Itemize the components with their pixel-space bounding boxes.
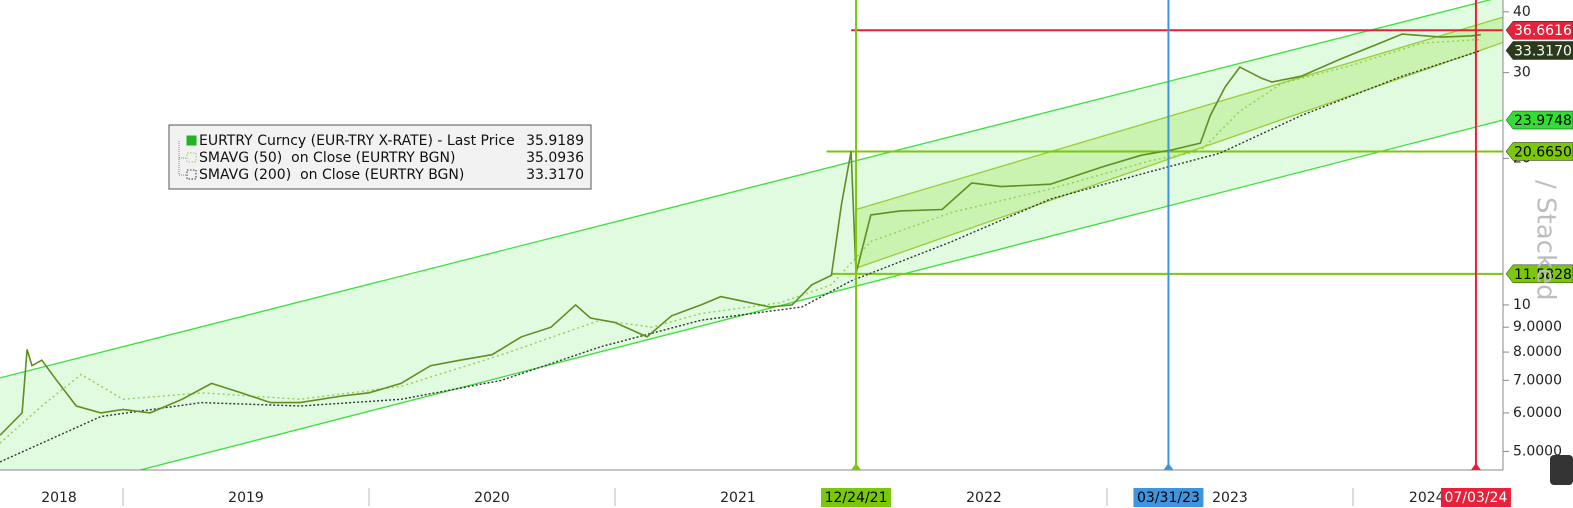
y-tick-label: 5.0000 — [1513, 443, 1562, 459]
axis-flag-label: 11.5828 — [1514, 267, 1572, 283]
legend-tree — [178, 141, 186, 176]
date-flag-label: 12/24/21 — [825, 490, 888, 506]
plot-area — [0, 0, 1503, 470]
x-tick-label: 2022 — [966, 490, 1002, 506]
y-tick-label: 40 — [1513, 4, 1531, 20]
x-tick-label: 2019 — [228, 490, 264, 506]
axis-flag — [1505, 142, 1573, 161]
axis-flag — [1505, 264, 1573, 284]
x-tick-label: 2020 — [474, 490, 510, 506]
series-line — [0, 33, 1481, 436]
legend-swatch — [186, 169, 197, 180]
y-tick-label: 7.0000 — [1513, 372, 1562, 388]
legend-label: SMAVG (50) on Close (EURTRY BGN) — [199, 150, 455, 166]
axes: 403020109.00008.00007.00006.00005.000020… — [41, 4, 1562, 506]
x-tick-label: 2024 — [1409, 490, 1445, 506]
axis-flag — [1505, 41, 1573, 60]
channel-fill — [0, 0, 1503, 470]
x-tick-label: 2023 — [1212, 490, 1248, 506]
channel-upper — [855, 16, 1503, 211]
y-tick-label: 9.0000 — [1513, 319, 1562, 335]
series-line — [0, 49, 1482, 463]
axis-flag-label: 33.3170 — [1514, 43, 1572, 59]
legend-value: 33.3170 — [526, 167, 584, 183]
channel-lower — [137, 119, 1503, 470]
channel-upper — [0, 0, 1492, 379]
axis-flag — [1505, 20, 1573, 40]
date-flag — [1440, 488, 1511, 507]
legend-value: 35.0936 — [526, 150, 584, 166]
series-line — [0, 38, 1481, 444]
axis-flag-label: 20.6650 — [1514, 144, 1572, 160]
axis-flag — [1505, 110, 1573, 130]
legend-label: EURTRY Curncy (EUR-TRY X-RATE) - Last Pr… — [199, 133, 515, 149]
legend-label: SMAVG (200) on Close (EURTRY BGN) — [199, 167, 464, 183]
channel-fill — [856, 17, 1503, 269]
legend-box — [168, 124, 592, 190]
date-flag-label: 07/03/24 — [1444, 490, 1507, 506]
date-pointer — [1470, 463, 1481, 470]
y-tick-label: 10 — [1513, 297, 1531, 313]
legend-swatch — [186, 152, 197, 163]
axis-flag-label: 36.6616 — [1514, 23, 1572, 39]
icon — [1550, 455, 1573, 485]
date-flag — [821, 488, 892, 507]
legend-value: 35.9189 — [526, 133, 584, 149]
x-tick-label: 2021 — [720, 490, 756, 506]
axis-flag-label: 23.9748 — [1514, 113, 1572, 129]
y-tick-label: 6.0000 — [1513, 405, 1562, 421]
date-flag — [1133, 488, 1204, 507]
x-tick-label: 2018 — [41, 490, 77, 506]
y-tick-label: 8.0000 — [1513, 344, 1562, 360]
y-tick-label: 30 — [1513, 65, 1531, 81]
date-pointer — [851, 463, 862, 470]
date-pointer — [1163, 463, 1174, 470]
date-flag-label: 03/31/23 — [1137, 490, 1200, 506]
legend-swatch — [186, 135, 197, 146]
watermark: / Stacked — [1531, 180, 1561, 301]
legend: EURTRY Curncy (EUR-TRY X-RATE) - Last Pr… — [168, 124, 592, 190]
